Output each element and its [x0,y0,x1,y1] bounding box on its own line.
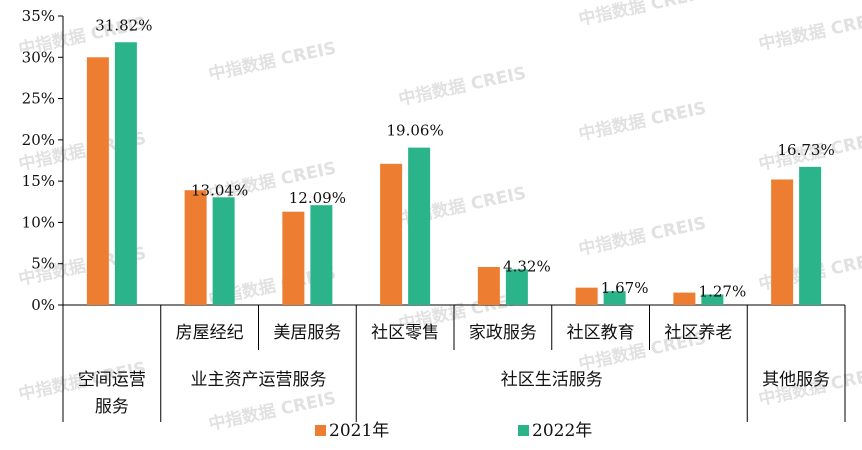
legend-label-2022: 2022年 [532,421,592,441]
category-label: 家政服务 [469,323,537,343]
bar-2021 [86,57,109,306]
bar-2021 [380,163,403,305]
category-label: 社区养老 [664,323,732,343]
bar-2022 [310,205,333,305]
data-label: 1.67% [601,279,649,297]
data-label: 4.32% [503,257,551,275]
y-tick-label: 5% [31,255,55,273]
bars [86,42,822,306]
data-label: 16.73% [778,141,835,159]
data-label: 19.06% [387,122,444,140]
legend-swatch-2021 [315,425,326,436]
group-label: 业主资产运营服务 [191,370,327,390]
bar-2022 [114,42,137,305]
y-tick-label: 20% [22,131,55,149]
category-label: 空间运营 [78,370,146,390]
y-tick-label: 35% [22,7,55,25]
data-label: 12.09% [289,189,346,207]
bar-2022 [212,197,235,305]
y-tick-label: 0% [31,296,55,314]
bar-2022 [799,166,822,305]
axes: 0% 5% 10% 15% 20% 25% 30% 35% [22,7,845,314]
bar-2022 [603,291,626,305]
watermark-text: 中指数据 CREIS [757,7,862,55]
bar-2021 [184,190,207,305]
legend: 2021年 2022年 [315,421,592,441]
y-tick-label: 15% [22,172,55,190]
group-label: 社区生活服务 [501,370,603,390]
y-tick-label: 30% [22,48,55,66]
watermark-text: 中指数据 CREIS [397,62,528,110]
watermark-text: 中指数据 CREIS [577,0,708,30]
bar-2021 [282,211,305,305]
data-label: 13.04% [191,181,248,199]
watermark-text: 中指数据 CREIS [207,37,338,85]
y-tick-label: 25% [22,90,55,108]
bar-2022 [701,294,724,305]
bar-2021 [575,287,598,305]
category-label: 服务 [95,397,129,417]
data-label: 31.82% [95,16,152,34]
data-label: 1.27% [699,283,747,301]
category-label: 社区零售 [371,323,439,343]
bar-2021 [477,267,500,305]
y-tick-label: 10% [22,213,55,231]
bar-2021 [771,179,794,305]
legend-swatch-2022 [518,425,529,436]
data-labels: 31.82% 13.04% 12.09% 19.06% 4.32% 1.67% 1.27% 1… [95,16,834,300]
bar-2022 [505,269,528,305]
category-label: 社区教育 [567,323,635,343]
category-label: 房屋经纪 [176,323,244,343]
watermark-text: 中指数据 CREIS [577,97,708,145]
bar-2021 [673,292,696,305]
bar-2022 [408,147,431,305]
watermark-text: 中指数据 CREIS [577,212,708,260]
category-label: 其他服务 [762,370,830,390]
category-label: 美居服务 [273,323,341,343]
legend-label-2021: 2021年 [329,421,389,441]
